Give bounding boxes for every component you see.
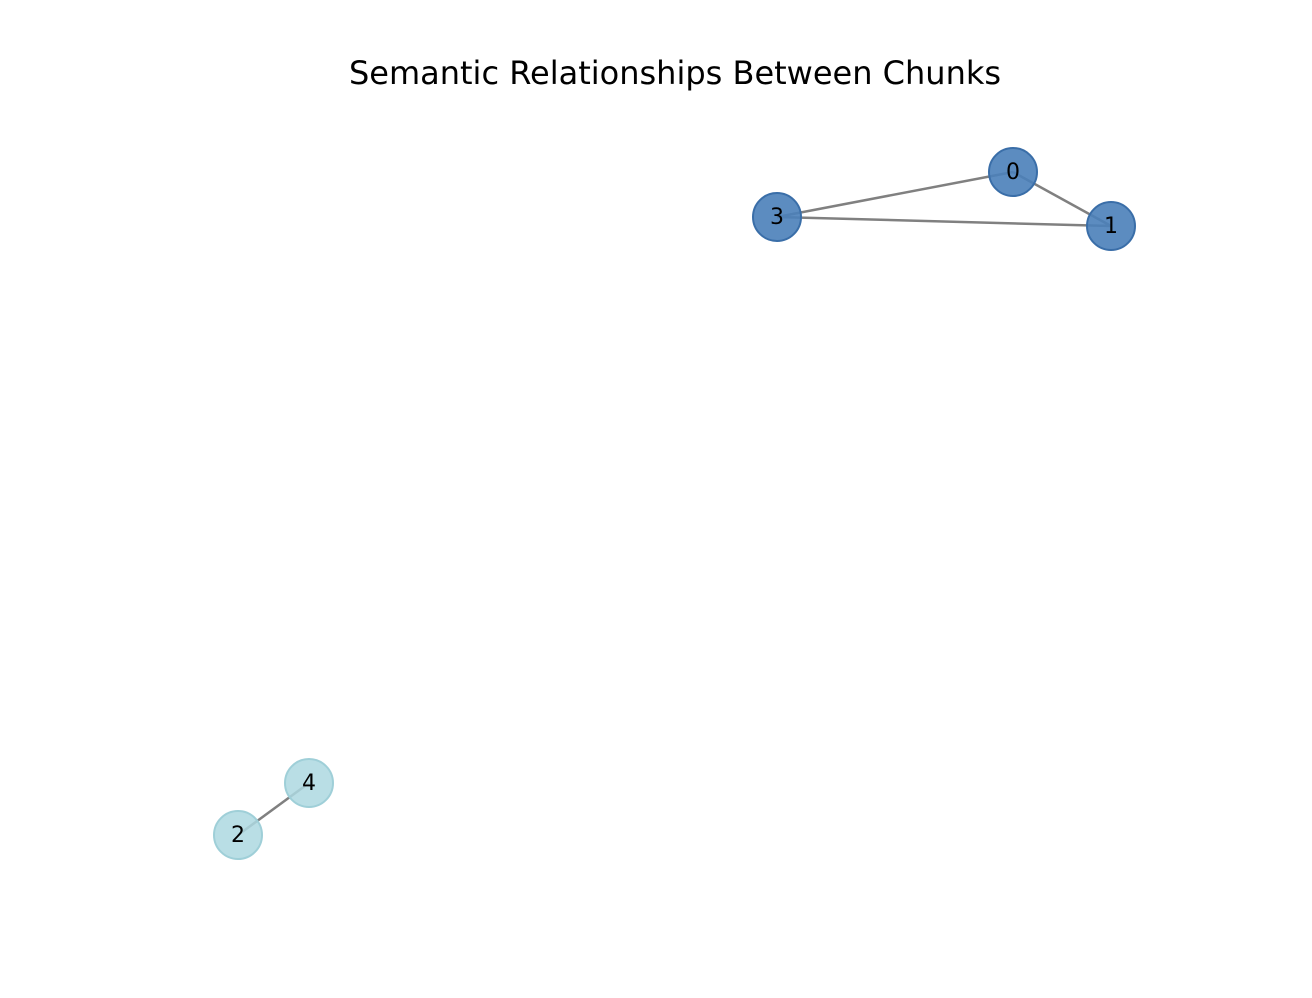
- node-0: 0: [989, 148, 1037, 196]
- node-2: 2: [214, 811, 262, 859]
- edges-layer: [238, 172, 1111, 835]
- node-label-3: 3: [770, 205, 784, 230]
- edge-0-3: [777, 172, 1013, 217]
- node-4: 4: [285, 759, 333, 807]
- node-label-4: 4: [302, 771, 316, 796]
- node-label-0: 0: [1006, 160, 1020, 185]
- node-label-2: 2: [231, 823, 245, 848]
- edge-3-1: [777, 217, 1111, 226]
- node-label-1: 1: [1104, 214, 1118, 239]
- node-3: 3: [753, 193, 801, 241]
- nodes-layer: 0 1 2 3 4: [214, 148, 1135, 859]
- node-1: 1: [1087, 202, 1135, 250]
